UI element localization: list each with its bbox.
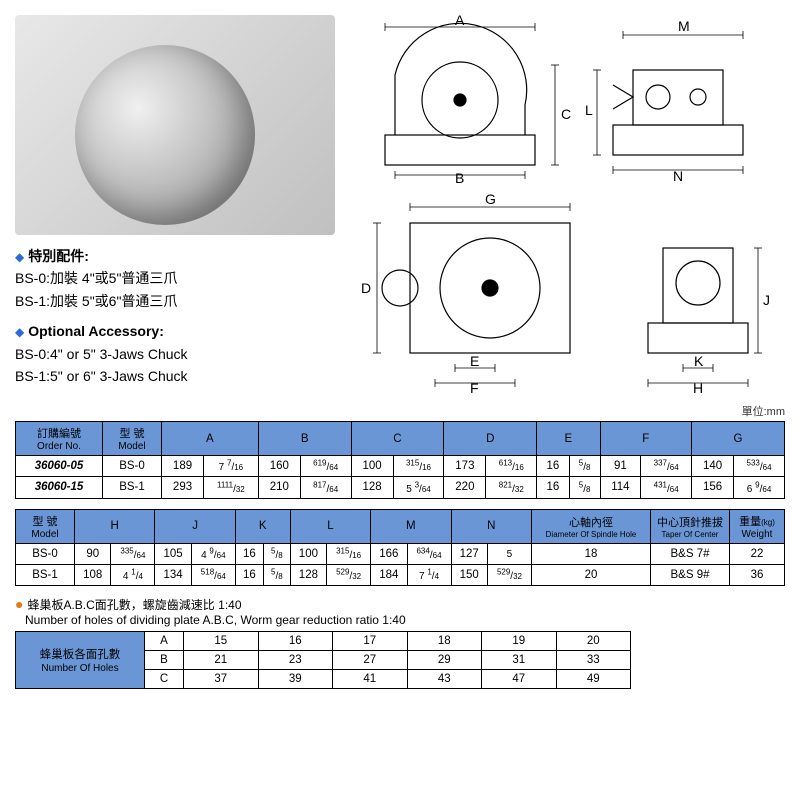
plate-note: ●蜂巢板A.B.C面孔數，螺旋齒減速比 1:40 Number of holes… <box>15 596 785 627</box>
dim-M: M <box>678 18 690 34</box>
table-row: 36060-05BS-01897 7/16160619/64100315/161… <box>16 456 785 477</box>
acc-hdr-en: Optional Accessory: <box>28 323 164 339</box>
diagram-side: A B C <box>355 15 575 185</box>
acc-line2-en: BS-1:5" or 6" 3-Jaws Chuck <box>15 365 345 387</box>
spec-table-2: 型 號Model H J K L M N 心軸內徑Diameter Of Spi… <box>15 509 785 587</box>
dim-L: L <box>585 102 593 118</box>
dim-J: J <box>763 292 770 308</box>
dim-A: A <box>455 15 465 28</box>
diagram-top: G D E F <box>355 193 615 393</box>
table-row: BS-11084 1/4134518/64165/8128529/321847 … <box>16 564 785 585</box>
dim-B: B <box>455 170 464 185</box>
table-row: 蜂巢板各面孔數Number Of HolesA151617181920 <box>16 632 631 651</box>
dim-D: D <box>361 280 371 296</box>
dim-E: E <box>470 353 479 369</box>
dim-C: C <box>561 106 571 122</box>
photo-and-text: ◆ 特別配件: BS-0:加裝 4"或5"普通三爪 BS-1:加裝 5"或6"普通… <box>15 15 345 393</box>
technical-diagrams: A B C M L N <box>355 15 785 393</box>
accessory-text: ◆ 特別配件: BS-0:加裝 4"或5"普通三爪 BS-1:加裝 5"或6"普通… <box>15 245 345 387</box>
bullet-icon: ● <box>15 596 23 612</box>
diamond-icon: ◆ <box>15 325 24 339</box>
dim-G: G <box>485 193 496 207</box>
product-photo <box>15 15 335 235</box>
acc-line1-cn: BS-0:加裝 4"或5"普通三爪 <box>15 267 345 289</box>
acc-line2-cn: BS-1:加裝 5"或6"普通三爪 <box>15 290 345 312</box>
unit-note: 單位:mm <box>15 403 785 419</box>
table-row: BS-090335/641054 9/64165/8100315/1616663… <box>16 543 785 564</box>
dim-F: F <box>470 380 479 393</box>
acc-hdr-cn: 特別配件: <box>28 248 89 264</box>
holes-table: 蜂巢板各面孔數Number Of HolesA151617181920B2123… <box>15 631 631 689</box>
top-section: ◆ 特別配件: BS-0:加裝 4"或5"普通三爪 BS-1:加裝 5"或6"普通… <box>15 15 785 393</box>
dim-H: H <box>693 380 703 393</box>
spec-table-1: 訂購編號Order No. 型 號Model A B C D E F G 360… <box>15 421 785 499</box>
dim-K: K <box>694 353 704 369</box>
diagram-tailstock: M L N <box>583 15 773 185</box>
diamond-icon: ◆ <box>15 250 24 264</box>
table-row: 36060-15BS-12931111/32210817/641285 3/64… <box>16 477 785 498</box>
acc-line1-en: BS-0:4" or 5" 3-Jaws Chuck <box>15 343 345 365</box>
diagram-front: J K H <box>623 193 773 393</box>
dim-N: N <box>673 168 683 184</box>
